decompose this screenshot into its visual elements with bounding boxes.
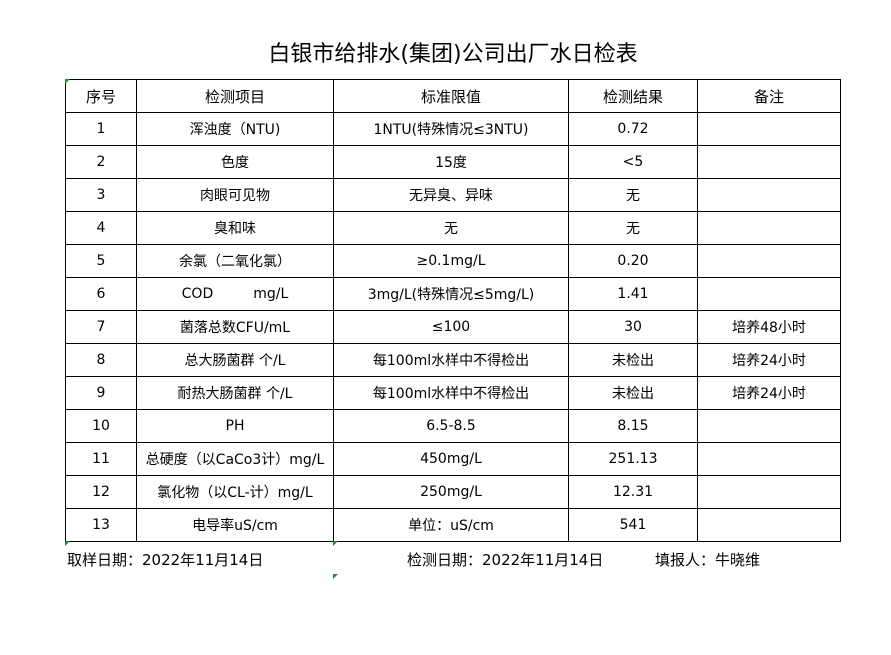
cell-remark[interactable] [697,211,841,245]
cell-seq[interactable]: 10 [65,409,137,443]
cell-remark[interactable]: 培养48小时 [697,310,841,344]
table-row: 3 肉眼可见物 无异臭、异味无 [65,178,841,212]
cell-seq[interactable]: 11 [65,442,137,476]
cell-seq[interactable]: 1 [65,112,137,146]
cell-remark[interactable] [697,244,841,278]
table-row: 12 氯化物（以CL-计）mg/L 250mg/L 12.31 [65,475,841,509]
sample-date: 取样日期：2022年11月14日 [67,551,264,569]
cell-item[interactable]: 菌落总数CFU/mL [136,310,334,344]
cell-standard[interactable]: 无异臭、异味 [333,178,569,212]
cell-standard[interactable]: 450mg/L [333,442,569,476]
cell-result[interactable]: 0.20 [568,244,698,278]
cell-item[interactable]: 浑浊度（NTU) [136,112,334,146]
header-seq: 序号 [65,79,137,113]
cell-seq[interactable]: 6 [65,277,137,311]
page-title: 白银市给排水(集团)公司出厂水日检表 [268,42,638,67]
cell-remark[interactable]: 培养24小时 [697,343,841,377]
cell-standard[interactable]: 每100ml水样中不得检出 [333,343,569,377]
cell-remark[interactable] [697,277,841,311]
cell-seq[interactable]: 5 [65,244,137,278]
cell-remark[interactable] [697,178,841,212]
cell-marker-icon [65,541,70,546]
cell-result[interactable]: 无 [568,211,698,245]
cell-item[interactable]: 总大肠菌群 个/L [136,343,334,377]
cell-item[interactable]: 臭和味 [136,211,334,245]
cell-seq[interactable]: 2 [65,145,137,179]
cell-result[interactable]: 未检出 [568,376,698,410]
cell-result[interactable]: 12.31 [568,475,698,509]
cell-marker-icon [65,79,70,84]
cell-item[interactable]: 电导率uS/cm [136,508,334,542]
cell-standard[interactable]: 单位：uS/cm [333,508,569,542]
header-standard: 标准限值 [333,79,569,113]
cell-remark[interactable] [697,508,841,542]
cell-marker-icon [333,574,338,579]
table-row: 5 余氯（二氧化氯） ≥0.1mg/L 0.20 [65,244,841,278]
cell-item[interactable]: 余氯（二氧化氯） [136,244,334,278]
cell-standard[interactable]: 1NTU(特殊情况≤3NTU) [333,112,569,146]
cell-standard[interactable]: 无 [333,211,569,245]
cell-item[interactable]: COD mg/L [136,277,334,311]
test-date: 检测日期：2022年11月14日 [407,551,604,569]
cell-item[interactable]: 色度 [136,145,334,179]
cell-result[interactable]: 251.13 [568,442,698,476]
reporter: 填报人：牛晓维 [655,551,761,569]
cell-standard[interactable]: ≤100 [333,310,569,344]
cell-item[interactable]: 总硬度（以CaCo3计）mg/L [136,442,334,476]
header-remark: 备注 [697,79,841,113]
cell-seq[interactable]: 9 [65,376,137,410]
table-row: 10 PH 6.5-8.5 8.15 [65,409,841,443]
cell-item[interactable]: 耐热大肠菌群 个/L [136,376,334,410]
cell-result[interactable]: 无 [568,178,698,212]
cell-standard[interactable]: 15度 [333,145,569,179]
table-row: 1 浑浊度（NTU) 1NTU(特殊情况≤3NTU) 0.72 [65,112,841,146]
table-row: 9 耐热大肠菌群 个/L 每100ml水样中不得检出 未检出 培养24小时 [65,376,841,410]
cell-seq[interactable]: 13 [65,508,137,542]
cell-remark[interactable]: 培养24小时 [697,376,841,410]
cell-item[interactable]: PH [136,409,334,443]
cell-result[interactable]: 未检出 [568,343,698,377]
cell-standard[interactable]: 6.5-8.5 [333,409,569,443]
cell-result[interactable]: <5 [568,145,698,179]
cell-standard[interactable]: ≥0.1mg/L [333,244,569,278]
cell-remark[interactable] [697,145,841,179]
header-row: 序号 检测项目 标准限值 检测结果 备注 [65,79,841,113]
table-row: 7 菌落总数CFU/mL ≤100 30 培养48小时 [65,310,841,344]
cell-result[interactable]: 0.72 [568,112,698,146]
cell-remark[interactable] [697,475,841,509]
cell-result[interactable]: 8.15 [568,409,698,443]
cell-standard[interactable]: 3mg/L(特殊情况≤5mg/L) [333,277,569,311]
cell-result[interactable]: 541 [568,508,698,542]
cell-remark[interactable] [697,442,841,476]
table-row: 13 电导率uS/cm 单位：uS/cm 541 [65,508,841,542]
cell-seq[interactable]: 4 [65,211,137,245]
cell-seq[interactable]: 7 [65,310,137,344]
cell-result[interactable]: 1.41 [568,277,698,311]
cell-remark[interactable] [697,112,841,146]
table-row: 11 总硬度（以CaCo3计）mg/L 450mg/L 251.13 [65,442,841,476]
cell-seq[interactable]: 8 [65,343,137,377]
header-item: 检测项目 [136,79,334,113]
cell-marker-icon [333,541,338,546]
cell-seq[interactable]: 3 [65,178,137,212]
inspection-table: 序号 检测项目 标准限值 检测结果 备注 1 浑浊度（NTU) 1NTU(特殊情况≤3NTU)… [65,79,841,542]
table-row: 4 臭和味无无 [65,211,841,245]
cell-seq[interactable]: 12 [65,475,137,509]
table-row: 2 色度 15度 <5 [65,145,841,179]
header-result: 检测结果 [568,79,698,113]
table-row: 6 COD mg/L 3mg/L(特殊情况≤5mg/L) 1.41 [65,277,841,311]
cell-standard[interactable]: 250mg/L [333,475,569,509]
cell-result[interactable]: 30 [568,310,698,344]
cell-standard[interactable]: 每100ml水样中不得检出 [333,376,569,410]
cell-item[interactable]: 肉眼可见物 [136,178,334,212]
cell-item[interactable]: 氯化物（以CL-计）mg/L [136,475,334,509]
table-row: 8 总大肠菌群 个/L 每100ml水样中不得检出 未检出 培养24小时 [65,343,841,377]
cell-remark[interactable] [697,409,841,443]
